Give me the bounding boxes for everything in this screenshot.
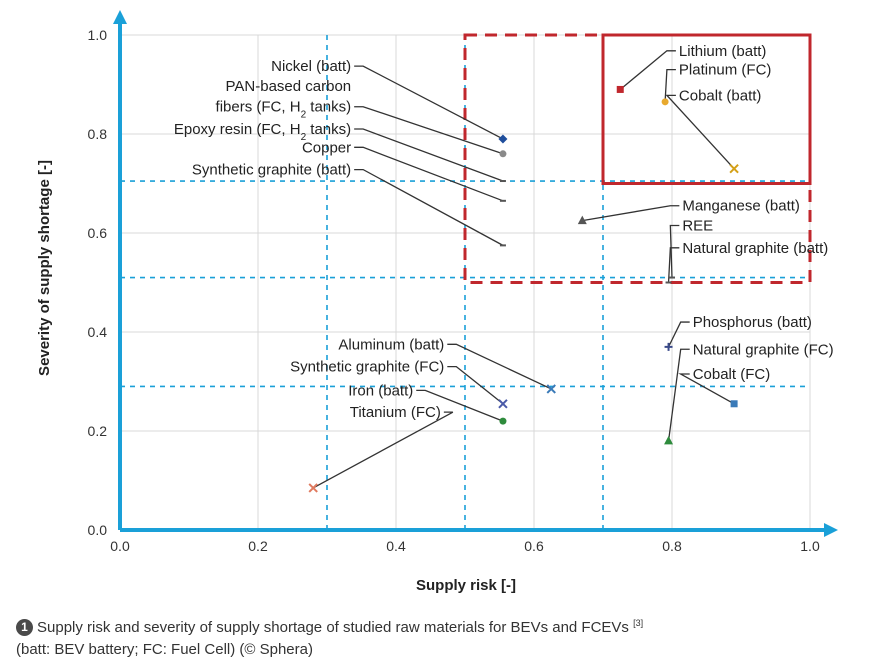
critical-region-solid [601, 33, 812, 185]
y-tick-label: 0.6 [88, 225, 108, 241]
caption-line-1: 1 Supply risk and severity of supply shor… [16, 612, 856, 639]
leader-line [354, 128, 504, 182]
data-point [308, 483, 318, 493]
y-tick-label: 1.0 [88, 27, 108, 43]
supply-risk-chart: 0.0 0.2 0.4 0.6 0.8 1.0 0.0 0.2 0.4 0.6 0.8 1.0 Nic… [36, 10, 838, 594]
label-leader-lines [312, 50, 735, 489]
axes: 0.0 0.2 0.4 0.6 0.8 1.0 0.0 0.2 0.4 0.6 0.8 1.0 [88, 10, 838, 554]
point-label: Nickel (batt) [271, 58, 351, 75]
point-labels: Nickel (batt) PAN-based carbon fibers (FC,… [174, 43, 834, 421]
figure-caption: 1 Supply risk and severity of supply shor… [16, 612, 856, 661]
x-tick-label: 0.2 [248, 538, 268, 554]
x-tick-label: 1.0 [800, 538, 820, 554]
point-label: fibers (FC, H2 tanks) [216, 99, 352, 121]
point-label: Synthetic graphite (batt) [192, 162, 351, 179]
x-axis-title: Supply risk [-] [416, 577, 516, 594]
point-label: Iron (batt) [348, 382, 413, 399]
data-point [546, 384, 556, 394]
leader-line [354, 106, 504, 155]
data-point [730, 400, 738, 408]
x-axis-arrowhead [824, 523, 838, 537]
data-point [661, 98, 669, 106]
point-label: Manganese (batt) [682, 198, 800, 215]
y-axis-title: Severity of supply shortage [-] [36, 160, 53, 376]
point-label: Lithium (batt) [679, 43, 767, 60]
leader-line [619, 50, 676, 90]
leader-line [447, 343, 552, 390]
leader-line [312, 411, 454, 489]
leader-line [416, 389, 504, 422]
leader-line [667, 348, 690, 441]
data-points [308, 85, 739, 493]
leader-line [582, 205, 680, 222]
point-label: PAN-based carbon [226, 78, 352, 95]
x-tick-label: 0.0 [110, 538, 130, 554]
leader-line [354, 168, 504, 246]
y-tick-label: 0.4 [88, 324, 108, 340]
point-label: Aluminum (batt) [338, 336, 444, 353]
caption-line-2: (batt: BEV battery; FC: Fuel Cell) (© Sp… [16, 641, 313, 658]
data-point [498, 399, 508, 409]
leader-line [665, 94, 735, 170]
data-point [498, 134, 508, 144]
figure-number-badge: 1 [16, 619, 33, 636]
data-point [664, 435, 674, 445]
x-tick-label: 0.8 [662, 538, 682, 554]
leader-line [667, 247, 680, 283]
leader-line [447, 365, 504, 405]
point-label: REE [682, 218, 713, 235]
point-label: Cobalt (FC) [693, 366, 771, 383]
leader-line [354, 65, 504, 140]
x-tick-label: 0.4 [386, 538, 406, 554]
data-point [499, 150, 507, 158]
point-label: Titanium (FC) [350, 404, 441, 421]
x-tick-label: 0.6 [524, 538, 544, 554]
data-point [499, 417, 507, 425]
data-point [616, 85, 624, 93]
y-tick-label: 0.8 [88, 126, 108, 142]
leader-line [678, 373, 735, 405]
data-point [577, 215, 587, 225]
point-label: Cobalt (batt) [679, 87, 762, 104]
data-point [664, 342, 673, 351]
risk-regions [463, 33, 812, 284]
leader-line [669, 224, 680, 278]
y-tick-label: 0.2 [88, 423, 108, 439]
leader-line [354, 146, 504, 202]
point-label: Natural graphite (batt) [682, 240, 828, 257]
data-point [729, 163, 739, 174]
caption-reference: [3] [633, 618, 644, 628]
point-label: Synthetic graphite (FC) [290, 359, 444, 376]
point-label: Copper [302, 139, 351, 156]
leader-line [664, 68, 676, 102]
point-label: Phosphorus (batt) [693, 314, 812, 331]
caption-text: Supply risk and severity of supply short… [37, 619, 629, 636]
point-label: Natural graphite (FC) [693, 341, 834, 358]
leader-line [667, 321, 690, 348]
point-label: Epoxy resin (FC, H2 tanks) [174, 121, 351, 143]
point-label: Platinum (FC) [679, 62, 772, 79]
y-tick-label: 0.0 [88, 522, 108, 538]
y-axis-arrowhead [113, 10, 127, 24]
